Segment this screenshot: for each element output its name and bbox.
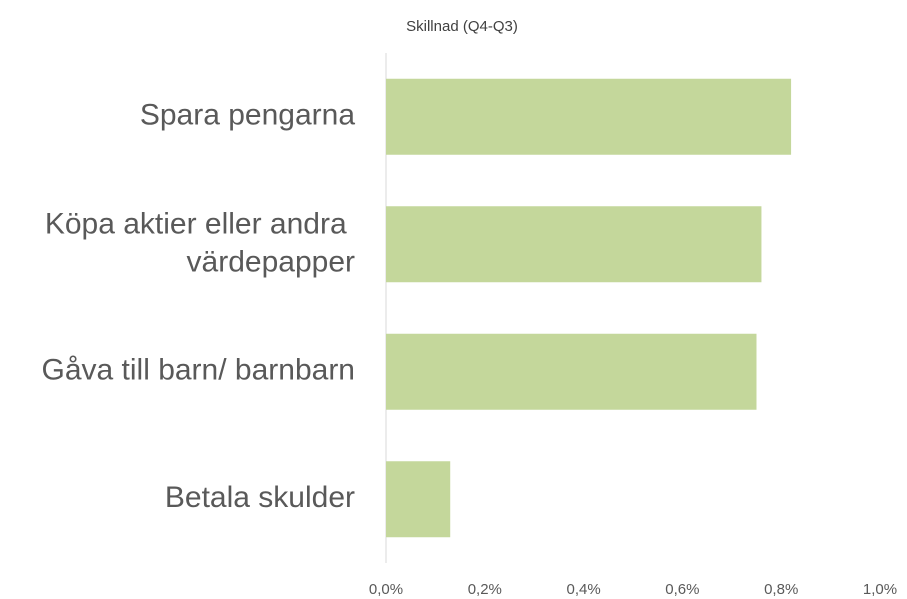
- y-tick-label: Gåva till barn/ barnbarn: [41, 354, 355, 387]
- x-tick-label: 0,2%: [468, 581, 502, 598]
- bar: [386, 206, 762, 283]
- bar: [386, 461, 451, 538]
- bar: [386, 78, 792, 155]
- y-tick-label: Betala skulder: [165, 481, 355, 514]
- x-tick-label: 0,8%: [764, 581, 798, 598]
- chart-title: Skillnad (Q4-Q3): [406, 18, 518, 35]
- x-tick-label: 0,0%: [369, 581, 403, 598]
- x-tick-label: 0,6%: [665, 581, 699, 598]
- y-tick-label: Spara pengarna: [140, 99, 355, 132]
- x-tick-label: 0,4%: [566, 581, 600, 598]
- bar: [386, 333, 757, 410]
- y-tick-label: Köpa aktier eller andra värdepapper: [45, 207, 355, 278]
- x-tick-label: 1,0%: [863, 581, 897, 598]
